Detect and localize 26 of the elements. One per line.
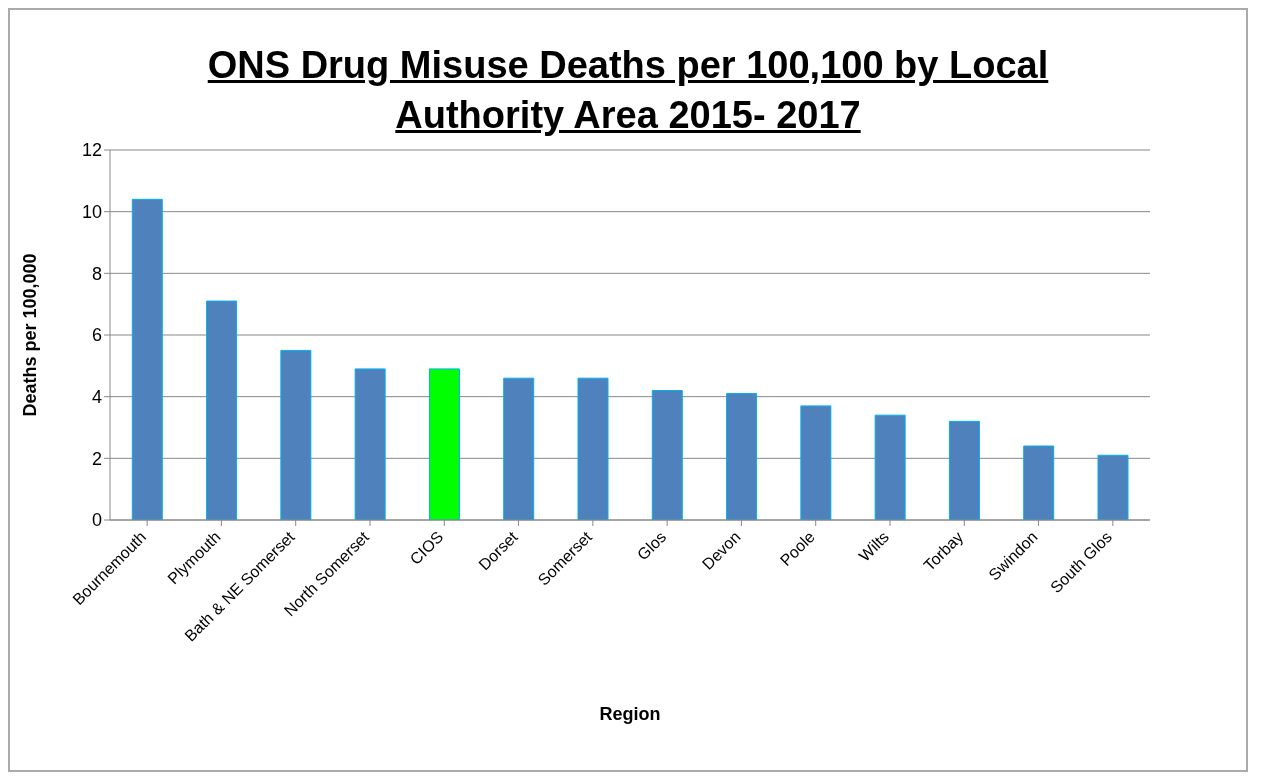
- y-tick-label: 12: [81, 140, 102, 161]
- bar: [280, 349, 312, 520]
- y-tick-label: 4: [91, 387, 102, 408]
- y-tick-label: 0: [91, 510, 102, 531]
- bar: [948, 420, 980, 520]
- bar: [428, 368, 460, 520]
- bar: [1097, 454, 1129, 520]
- bar: [206, 300, 238, 520]
- y-tick-label: 10: [81, 202, 102, 223]
- x-tick-label: Glos: [633, 528, 670, 564]
- bar: [577, 377, 609, 520]
- y-tick-label: 8: [91, 263, 102, 284]
- bar: [354, 368, 386, 520]
- bar: [651, 390, 683, 520]
- bar: [503, 377, 535, 520]
- bar: [874, 414, 906, 520]
- bar: [1023, 445, 1055, 520]
- bar: [726, 393, 758, 520]
- x-tick-label: Wilts: [855, 528, 893, 565]
- bar: [131, 198, 163, 520]
- chart-title: ONS Drug Misuse Deaths per 100,100 by Local Authority Area 2015- 2017: [206, 43, 1050, 138]
- y-tick-label: 6: [91, 325, 102, 346]
- x-axis-title: Region: [599, 704, 661, 724]
- bar: [800, 405, 832, 520]
- y-tick-label: 2: [91, 448, 102, 469]
- y-axis-title: Deaths per 100,000: [20, 253, 41, 417]
